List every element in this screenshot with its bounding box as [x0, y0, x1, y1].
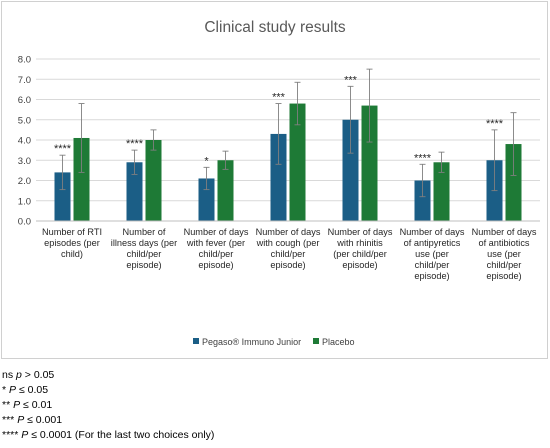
y-tick-label: 5.0 — [18, 115, 31, 126]
y-tick-label: 6.0 — [18, 95, 31, 106]
y-tick-label: 8.0 — [18, 55, 31, 66]
x-category-label: (per child/per — [333, 249, 387, 259]
significance-label: **** — [414, 152, 432, 164]
x-category-label: child/per — [487, 260, 522, 270]
x-category-label: child/per — [199, 249, 234, 259]
x-category-label: Number of days — [472, 227, 537, 237]
chart-title: Clinical study results — [204, 19, 346, 36]
footnote-one-star: * P ≤ 0.05 — [2, 384, 49, 396]
x-category-label: use (per — [415, 249, 449, 259]
x-category-label: Number of days — [184, 227, 249, 237]
bar-chart: Clinical study results 0.0 1.0 2.0 3.0 4.0 5.0… — [18, 19, 540, 347]
y-tick-label: 2.0 — [18, 176, 31, 187]
legend-swatch-pegaso — [193, 338, 199, 344]
y-tick-label: 3.0 — [18, 156, 31, 167]
x-category-label: Number of days — [256, 227, 321, 237]
bar-pegaso — [126, 162, 143, 221]
x-category-label: child/per — [127, 249, 162, 259]
significance-label: **** — [54, 143, 72, 155]
x-category-label: of antipyretics — [404, 238, 461, 248]
legend-label-placebo: Placebo — [322, 337, 355, 347]
x-category-label: child) — [61, 249, 83, 259]
x-category-label: use (per — [487, 249, 521, 259]
y-tick-label: 4.0 — [18, 136, 31, 147]
significance-label: *** — [344, 74, 358, 86]
x-category-label: episodes (per — [44, 238, 100, 248]
significance-label: * — [204, 155, 209, 167]
x-category-label: episode) — [126, 260, 161, 270]
bar-placebo — [217, 160, 234, 221]
x-category-label: episode) — [342, 260, 377, 270]
bar-placebo — [145, 140, 162, 221]
y-tick-label: 0.0 — [18, 217, 31, 228]
y-tick-label: 7.0 — [18, 75, 31, 86]
significance-footnotes: ns p > 0.05 * P ≤ 0.05 ** P ≤ 0.01 *** P… — [2, 368, 542, 443]
x-category-label: with cough (per — [256, 238, 320, 248]
legend-swatch-placebo — [313, 338, 319, 344]
significance-label: *** — [272, 92, 286, 104]
significance-label: **** — [486, 118, 504, 130]
significance-label: **** — [126, 138, 144, 150]
x-category-label: episode) — [414, 271, 449, 281]
bar-placebo — [289, 103, 306, 221]
x-category-label: Number of — [123, 227, 166, 237]
x-category-label: Number of days — [400, 227, 465, 237]
x-category-label: with rhinitis — [336, 238, 383, 248]
bar-placebo — [433, 162, 450, 221]
x-category-label: illness days (per — [111, 238, 177, 248]
x-category-label: episode) — [486, 271, 521, 281]
x-category-label: Number of RTI — [42, 227, 102, 237]
bar-placebo — [505, 144, 522, 221]
x-category-label: child/per — [271, 249, 306, 259]
y-tick-label: 1.0 — [18, 196, 31, 207]
x-category-label: of antibiotics — [478, 238, 529, 248]
x-category-label: episode) — [270, 260, 305, 270]
bar-pegaso — [270, 133, 287, 221]
bar-placebo — [361, 105, 378, 221]
bar-pegaso — [342, 119, 359, 221]
bar-pegaso — [414, 180, 431, 221]
footnote-three-star: *** P ≤ 0.001 — [2, 414, 63, 426]
bar-placebo — [73, 137, 90, 221]
footnote-ns: ns p > 0.05 — [2, 369, 55, 381]
footnote-four-star: **** P ≤ 0.0001 (For the last two choice… — [2, 429, 215, 441]
x-category-label: with fever (per — [186, 238, 245, 248]
x-category-label: episode) — [198, 260, 233, 270]
footnote-two-star: ** P ≤ 0.01 — [2, 399, 53, 411]
legend-label-pegaso: Pegaso® Immuno Junior — [202, 337, 301, 347]
x-category-label: child/per — [415, 260, 450, 270]
x-category-label: Number of days — [328, 227, 393, 237]
bar-pegaso — [198, 178, 215, 221]
bar-pegaso — [54, 172, 71, 221]
chart-area: Clinical study results 0.0 1.0 2.0 3.0 4.0 5.0… — [1, 1, 548, 359]
